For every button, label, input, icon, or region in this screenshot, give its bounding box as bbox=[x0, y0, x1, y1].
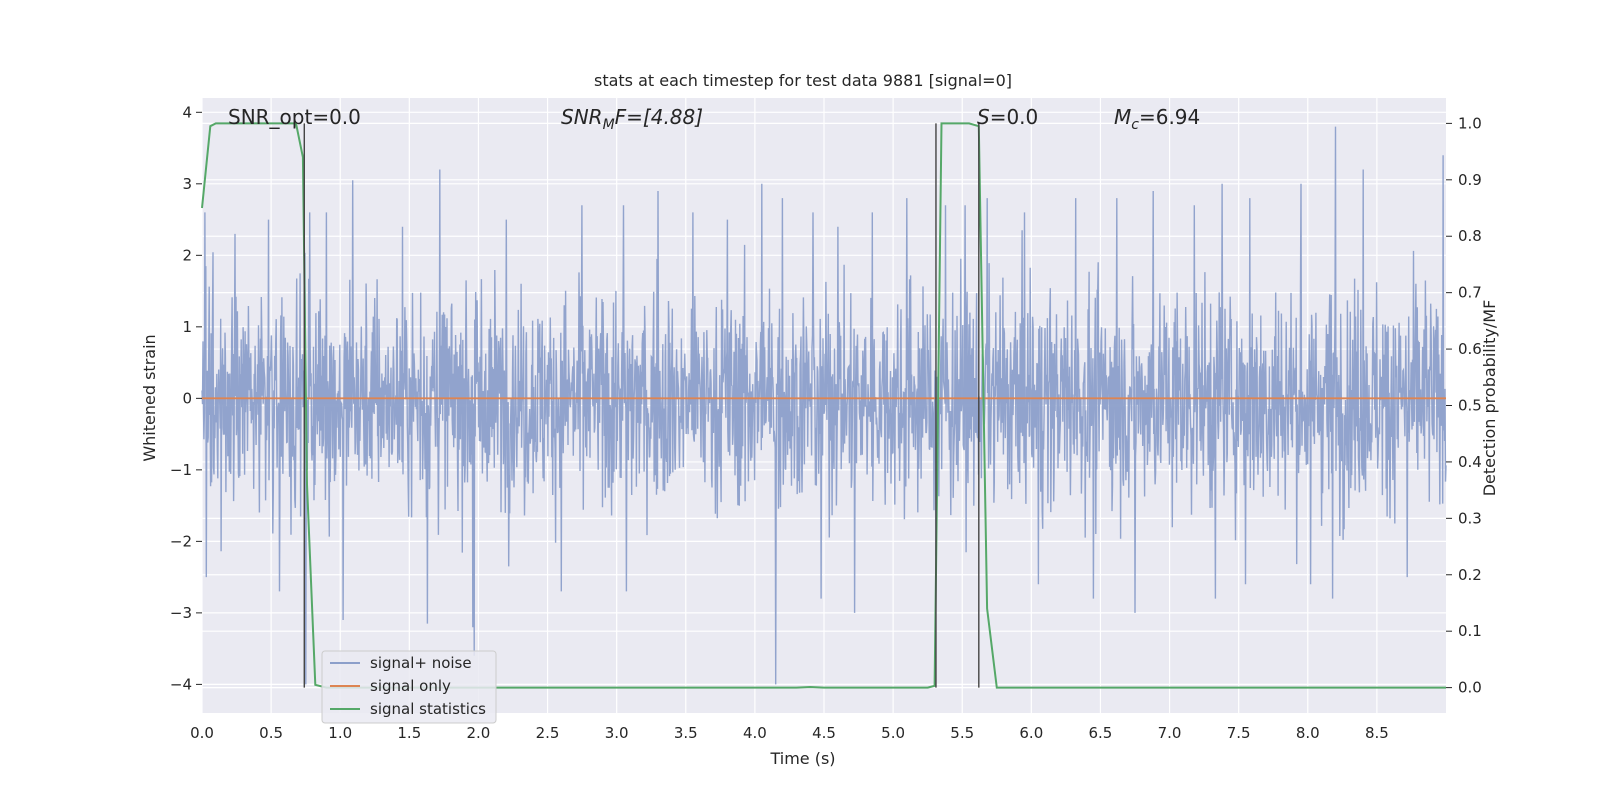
annotation-snr-opt: SNR_opt=0.0 bbox=[228, 105, 361, 129]
legend-label-signal-only: signal only bbox=[370, 677, 451, 695]
y2-tick-label: 0.0 bbox=[1458, 679, 1482, 697]
y-tick-label: 4 bbox=[182, 103, 192, 121]
y2-tick-label: 0.1 bbox=[1458, 622, 1482, 640]
legend-label-signal-statistics: signal statistics bbox=[370, 700, 486, 718]
y2-tick-label: 0.9 bbox=[1458, 171, 1482, 189]
x-tick-label: 6.0 bbox=[1019, 724, 1043, 742]
x-tick-label: 2.0 bbox=[467, 724, 491, 742]
y2-tick-label: 0.3 bbox=[1458, 509, 1482, 527]
x-tick-label: 0.5 bbox=[259, 724, 283, 742]
y2-tick-label: 0.2 bbox=[1458, 566, 1482, 584]
annotation-mc-rest: =6.94 bbox=[1139, 105, 1200, 129]
y-tick-label: −1 bbox=[170, 461, 192, 479]
legend-label-signal-noise: signal+ noise bbox=[370, 654, 472, 672]
x-tick-label: 3.0 bbox=[605, 724, 629, 742]
y-tick-label: −4 bbox=[170, 675, 192, 693]
y-axis-label: Whitened strain bbox=[140, 334, 159, 461]
y-tick-label: 1 bbox=[182, 318, 192, 336]
y2-tick-label: 1.0 bbox=[1458, 114, 1482, 132]
annotation-snr-mf: SNRMF=[4.88] bbox=[561, 105, 703, 133]
annotation-s-rest: =0.0 bbox=[990, 105, 1039, 129]
legend-box bbox=[321, 650, 497, 724]
x-tick-label: 7.0 bbox=[1158, 724, 1182, 742]
x-tick-label: 4.0 bbox=[743, 724, 767, 742]
annotation-s: S=0.0 bbox=[977, 105, 1038, 129]
legend: signal+ noise signal only signal statist… bbox=[321, 650, 497, 724]
x-tick-label: 8.5 bbox=[1365, 724, 1389, 742]
y2-axis-label: Detection probability/MF bbox=[1480, 300, 1499, 497]
annotation-snr-mf-main: SNR bbox=[561, 105, 603, 129]
x-tick-label: 1.0 bbox=[328, 724, 352, 742]
series-signal-noise bbox=[201, 126, 1447, 685]
y2-tick-label: 0.4 bbox=[1458, 453, 1482, 471]
y2-tick-label: 0.6 bbox=[1458, 340, 1482, 358]
y2-tick-label: 0.7 bbox=[1458, 284, 1482, 302]
annotation-snr-mf-rest: F=[4.88] bbox=[615, 105, 703, 129]
annotation-mc: Mc=6.94 bbox=[1114, 105, 1200, 133]
y-tick-label: 3 bbox=[182, 175, 192, 193]
x-tick-label: 2.5 bbox=[536, 724, 560, 742]
x-axis-label: Time (s) bbox=[769, 749, 835, 768]
annotation-s-main: S bbox=[977, 105, 990, 129]
annotation-mc-sub: c bbox=[1131, 117, 1139, 133]
x-tick-label: 6.5 bbox=[1089, 724, 1113, 742]
y2-tick-label: 0.5 bbox=[1458, 397, 1482, 415]
x-tick-label: 1.5 bbox=[397, 724, 421, 742]
x-tick-label: 7.5 bbox=[1227, 724, 1251, 742]
y2-tick-label: 0.8 bbox=[1458, 227, 1482, 245]
y-tick-label: 0 bbox=[182, 389, 192, 407]
series-signal-statistics bbox=[201, 122, 1446, 689]
annotation-snr-mf-sub: M bbox=[603, 117, 615, 133]
y-tick-label: 2 bbox=[182, 246, 192, 264]
x-tick-label: 0.0 bbox=[190, 724, 214, 742]
x-tick-label: 5.0 bbox=[881, 724, 905, 742]
x-tick-label: 5.5 bbox=[950, 724, 974, 742]
x-tick-label: 4.5 bbox=[812, 724, 836, 742]
x-tick-label: 8.0 bbox=[1296, 724, 1320, 742]
chart-title: stats at each timestep for test data 988… bbox=[594, 71, 1012, 90]
y-tick-label: −3 bbox=[170, 604, 192, 622]
annotation-mc-main: M bbox=[1114, 105, 1131, 129]
x-tick-label: 3.5 bbox=[674, 724, 698, 742]
y-tick-label: −2 bbox=[170, 532, 192, 550]
